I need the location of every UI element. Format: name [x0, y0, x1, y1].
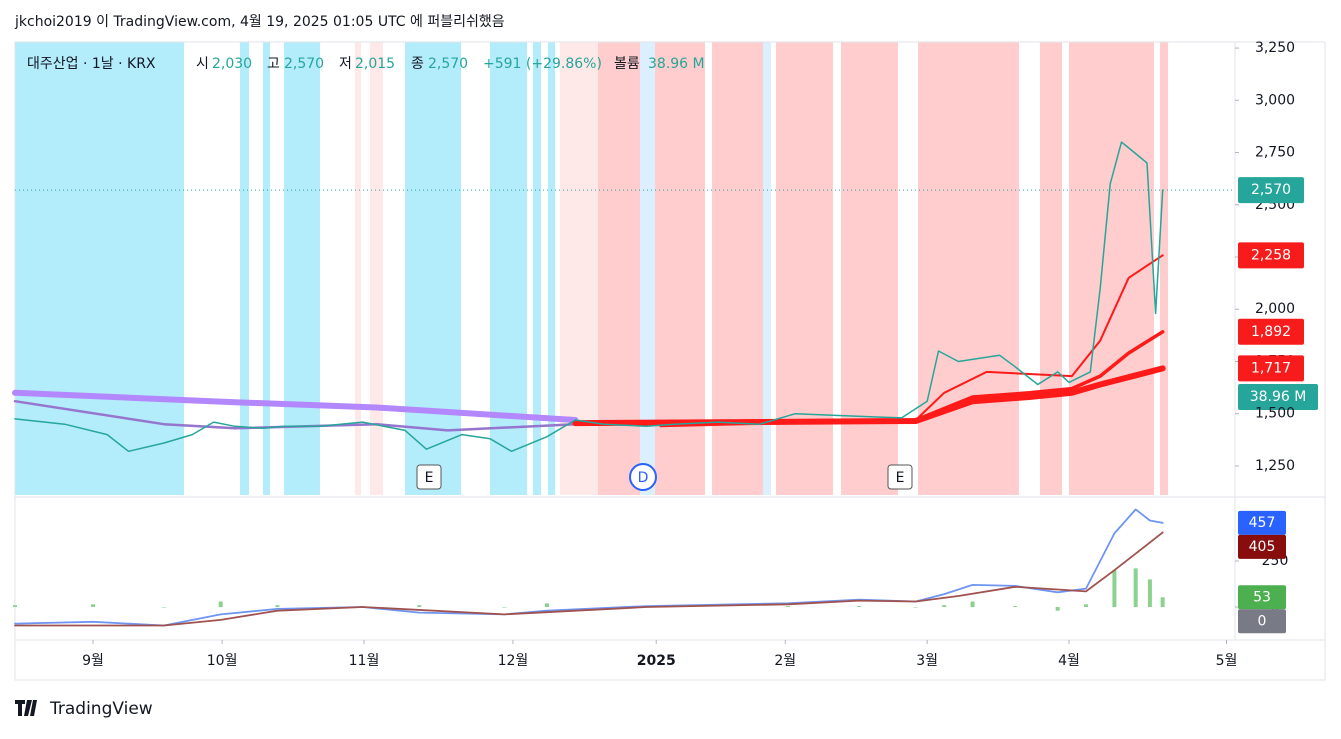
series-line: [12, 389, 579, 423]
value: 2,570: [284, 56, 324, 72]
series-line: [14, 508, 1164, 627]
series-line: [659, 254, 1164, 428]
macd-badge: [1238, 534, 1286, 559]
label: 저: [339, 56, 352, 72]
price-badge-label: 1,717: [1251, 360, 1291, 376]
price-badge: [1238, 177, 1304, 204]
histogram-bar: [913, 607, 918, 608]
histogram-bar: [161, 607, 166, 608]
histogram-bar: [1133, 568, 1138, 608]
macd-badge: [1238, 510, 1286, 535]
y-tick-label: 3,000: [1255, 92, 1295, 108]
histogram-bar: [1160, 597, 1165, 608]
y-tick-label: 1,500: [1255, 406, 1295, 422]
x-tick-label: 2월: [774, 653, 796, 669]
histogram-bar: [13, 605, 17, 608]
series-line: [573, 330, 1165, 426]
change: +591 (+29.86%): [483, 56, 602, 72]
x-tick-label: 10월: [207, 653, 238, 669]
event: E: [425, 470, 434, 486]
macd-badge-label: 405: [1249, 539, 1276, 555]
price-badge: [1238, 355, 1304, 382]
histogram-bar: [1112, 570, 1117, 608]
header-title: jkchoi2019 이 TradingView.com, 4월 19, 202…: [14, 14, 505, 30]
panel-borders: [14, 41, 1326, 681]
value: 38.96 M: [648, 56, 705, 72]
label: 볼륨: [614, 56, 640, 72]
macd-badge-label: 0: [1258, 613, 1267, 629]
volume-label: 38.96 M: [1250, 389, 1307, 405]
label: 고: [267, 56, 280, 72]
histogram-bar: [942, 605, 947, 608]
histogram-bar: [502, 607, 507, 608]
y-tick-label: 2,750: [1255, 145, 1295, 161]
histogram-bar: [544, 603, 549, 608]
histogram-bar: [857, 606, 862, 608]
event: D: [638, 470, 649, 486]
logo: TradingView: [15, 699, 153, 719]
macd-badge-label: 53: [1253, 589, 1271, 605]
legend-line: 대주산업 · 1날 · KRX 시 2,030 고 2,570 저 2,015 …: [27, 56, 705, 72]
x-tick-label: 12월: [498, 653, 529, 669]
histogram-bar: [1147, 579, 1152, 608]
x-tick-label: 2025: [637, 653, 676, 669]
macd-badge: [1238, 609, 1286, 634]
events: E D E: [416, 463, 913, 491]
series-line: [14, 531, 1164, 627]
histogram-bar: [1013, 606, 1018, 608]
x-tick-label: 5월: [1216, 653, 1238, 669]
y-tick-label: 1,250: [1255, 458, 1295, 474]
x-tick-label: 4월: [1058, 653, 1080, 669]
histogram-bar: [417, 605, 422, 608]
histogram-bar: [1084, 604, 1089, 608]
brand: TradingView: [49, 699, 153, 719]
label: 종: [411, 56, 424, 72]
value: 2,015: [355, 56, 395, 72]
macd-badge-label: 457: [1249, 515, 1276, 531]
histogram-bar: [275, 605, 280, 608]
value: 2,030: [212, 56, 252, 72]
series-line: [14, 141, 1164, 453]
histogram-bar: [970, 601, 975, 608]
value: 2,570: [428, 56, 468, 72]
price-badge: [1238, 242, 1304, 269]
event: E: [896, 470, 905, 486]
price-badge-label: 1,892: [1251, 324, 1291, 340]
y-tick-label: 2,000: [1255, 301, 1295, 317]
macd-badge: [1238, 585, 1286, 610]
histogram-bar: [91, 604, 96, 608]
x-tick-label: 3월: [916, 653, 938, 669]
backgrounds: [15, 42, 1168, 495]
price-badge-label: 2,258: [1251, 247, 1291, 263]
price-badge: [1238, 318, 1304, 345]
y-tick-label: 3,250: [1255, 40, 1295, 56]
x-tick-label: 11월: [349, 653, 380, 669]
histogram-bar: [1055, 607, 1060, 611]
histogram-bar: [786, 606, 791, 608]
x-tick-label: 9월: [82, 653, 104, 669]
volume-badge: 38.96 M: [1238, 384, 1318, 410]
price-badge-label: 2,570: [1251, 182, 1291, 198]
label: 시: [196, 56, 209, 72]
histogram-bar: [218, 601, 223, 608]
symbol: 대주산업 · 1날 · KRX: [27, 56, 156, 72]
